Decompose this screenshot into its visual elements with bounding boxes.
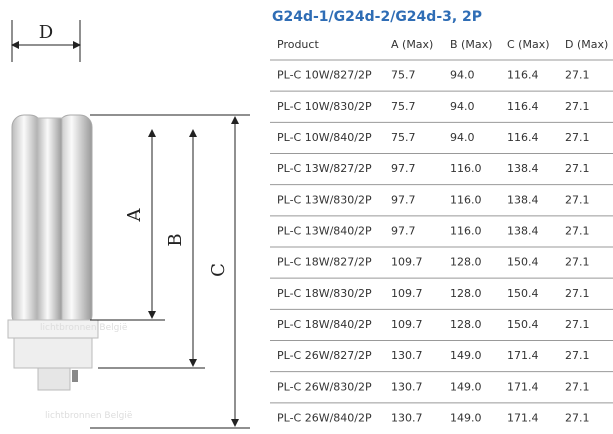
cell: 149.0 [450, 411, 482, 424]
cell: PL-C 18W/827/2P [277, 256, 372, 269]
watermark: lichtbronnen België [45, 411, 133, 421]
cell: PL-C 26W/827/2P [277, 349, 372, 362]
cell: 27.1 [565, 318, 590, 331]
cell: PL-C 10W/840/2P [277, 131, 372, 144]
cell: PL-C 13W/830/2P [277, 193, 372, 206]
cell: 116.0 [450, 162, 482, 175]
cell: 128.0 [450, 318, 482, 331]
cell: 171.4 [507, 411, 539, 424]
cell: 27.1 [565, 380, 590, 393]
column-header: C (Max) [507, 38, 550, 51]
cell: 116.0 [450, 224, 482, 237]
cell: 75.7 [391, 100, 416, 113]
cell: 128.0 [450, 287, 482, 300]
cell: PL-C 13W/840/2P [277, 224, 372, 237]
cell: 150.4 [507, 256, 539, 269]
cell: 138.4 [507, 162, 539, 175]
cell: 97.7 [391, 162, 416, 175]
cell: 150.4 [507, 287, 539, 300]
cell: 27.1 [565, 287, 590, 300]
cell: 27.1 [565, 131, 590, 144]
cell: 109.7 [391, 318, 423, 331]
lamp-drawing: D A B C lichtbronnen België lichtbronnen… [7, 20, 250, 429]
cell: 27.1 [565, 100, 590, 113]
cell: 27.1 [565, 256, 590, 269]
cell: PL-C 13W/827/2P [277, 162, 372, 175]
dim-label: A [124, 208, 145, 223]
cell: 27.1 [565, 162, 590, 175]
cell: 138.4 [507, 193, 539, 206]
column-header: Product [277, 38, 319, 51]
cell: 116.0 [450, 193, 482, 206]
cell: PL-C 10W/827/2P [277, 69, 372, 82]
cell: 171.4 [507, 380, 539, 393]
dim-label: B [165, 233, 186, 246]
column-header: B (Max) [450, 38, 492, 51]
cell: 130.7 [391, 411, 423, 424]
cell: 130.7 [391, 349, 423, 362]
cell: 149.0 [450, 349, 482, 362]
cell: 116.4 [507, 100, 539, 113]
cell: 27.1 [565, 69, 590, 82]
cell: 27.1 [565, 349, 590, 362]
table: Product A (Max) B (Max) C (Max) D (Max) PL-C … [270, 38, 613, 424]
cell: 75.7 [391, 131, 416, 144]
cell: 27.1 [565, 193, 590, 206]
title: G24d-1/G24d-2/G24d-3, 2P [272, 9, 482, 25]
cell: 171.4 [507, 349, 539, 362]
dim-label: C [208, 263, 229, 277]
cell: 94.0 [450, 131, 475, 144]
cell: PL-C 26W/840/2P [277, 411, 372, 424]
watermark: lichtbronnen België [40, 323, 128, 333]
cell: 150.4 [507, 318, 539, 331]
cell: 116.4 [507, 69, 539, 82]
cell: 109.7 [391, 256, 423, 269]
cell: 94.0 [450, 69, 475, 82]
cell: 138.4 [507, 224, 539, 237]
cell: 97.7 [391, 224, 416, 237]
column-header: A (Max) [391, 38, 433, 51]
cell: 109.7 [391, 287, 423, 300]
column-header: D (Max) [565, 38, 608, 51]
cell: PL-C 26W/830/2P [277, 380, 372, 393]
cell: PL-C 18W/840/2P [277, 318, 372, 331]
cell: 128.0 [450, 256, 482, 269]
cell: 116.4 [507, 131, 539, 144]
cell: 149.0 [450, 380, 482, 393]
cell: 130.7 [391, 380, 423, 393]
dim-label: D [39, 22, 53, 43]
cell: PL-C 10W/830/2P [277, 100, 372, 113]
cell: 97.7 [391, 193, 416, 206]
cell: 27.1 [565, 224, 590, 237]
cell: 75.7 [391, 69, 416, 82]
cell: 94.0 [450, 100, 475, 113]
cell: PL-C 18W/830/2P [277, 287, 372, 300]
cell: 27.1 [565, 411, 590, 424]
